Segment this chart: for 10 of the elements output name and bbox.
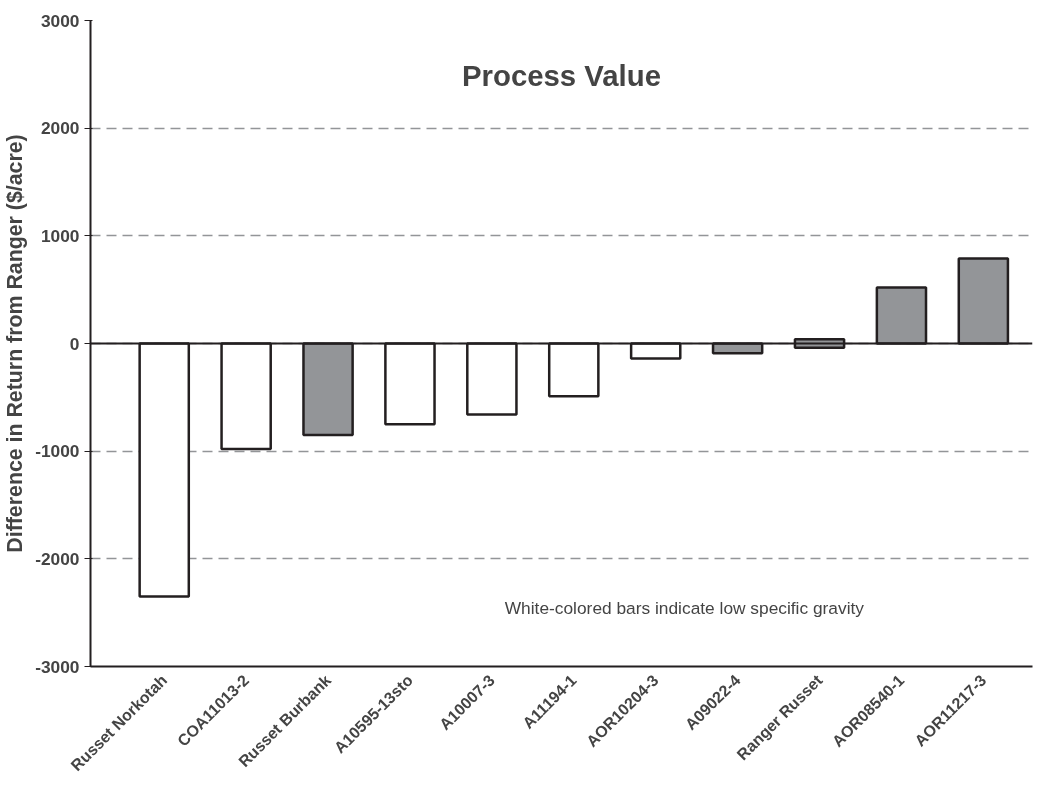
y-tick-label: -2000 xyxy=(35,548,80,569)
y-axis-title: Difference in Return from Ranger ($/acre) xyxy=(3,134,28,553)
y-tick-label: 1000 xyxy=(40,225,80,246)
text: Process Value xyxy=(462,58,661,92)
y-tick-label: 0 xyxy=(69,333,80,354)
annotation: White-colored bars indicate low specific gravity xyxy=(504,598,865,619)
y-tick-label: 3000 xyxy=(40,10,80,31)
y-tick-label: -1000 xyxy=(35,441,80,462)
y-tick-label: -3000 xyxy=(35,656,80,677)
y-tick-label: 2000 xyxy=(40,118,80,139)
